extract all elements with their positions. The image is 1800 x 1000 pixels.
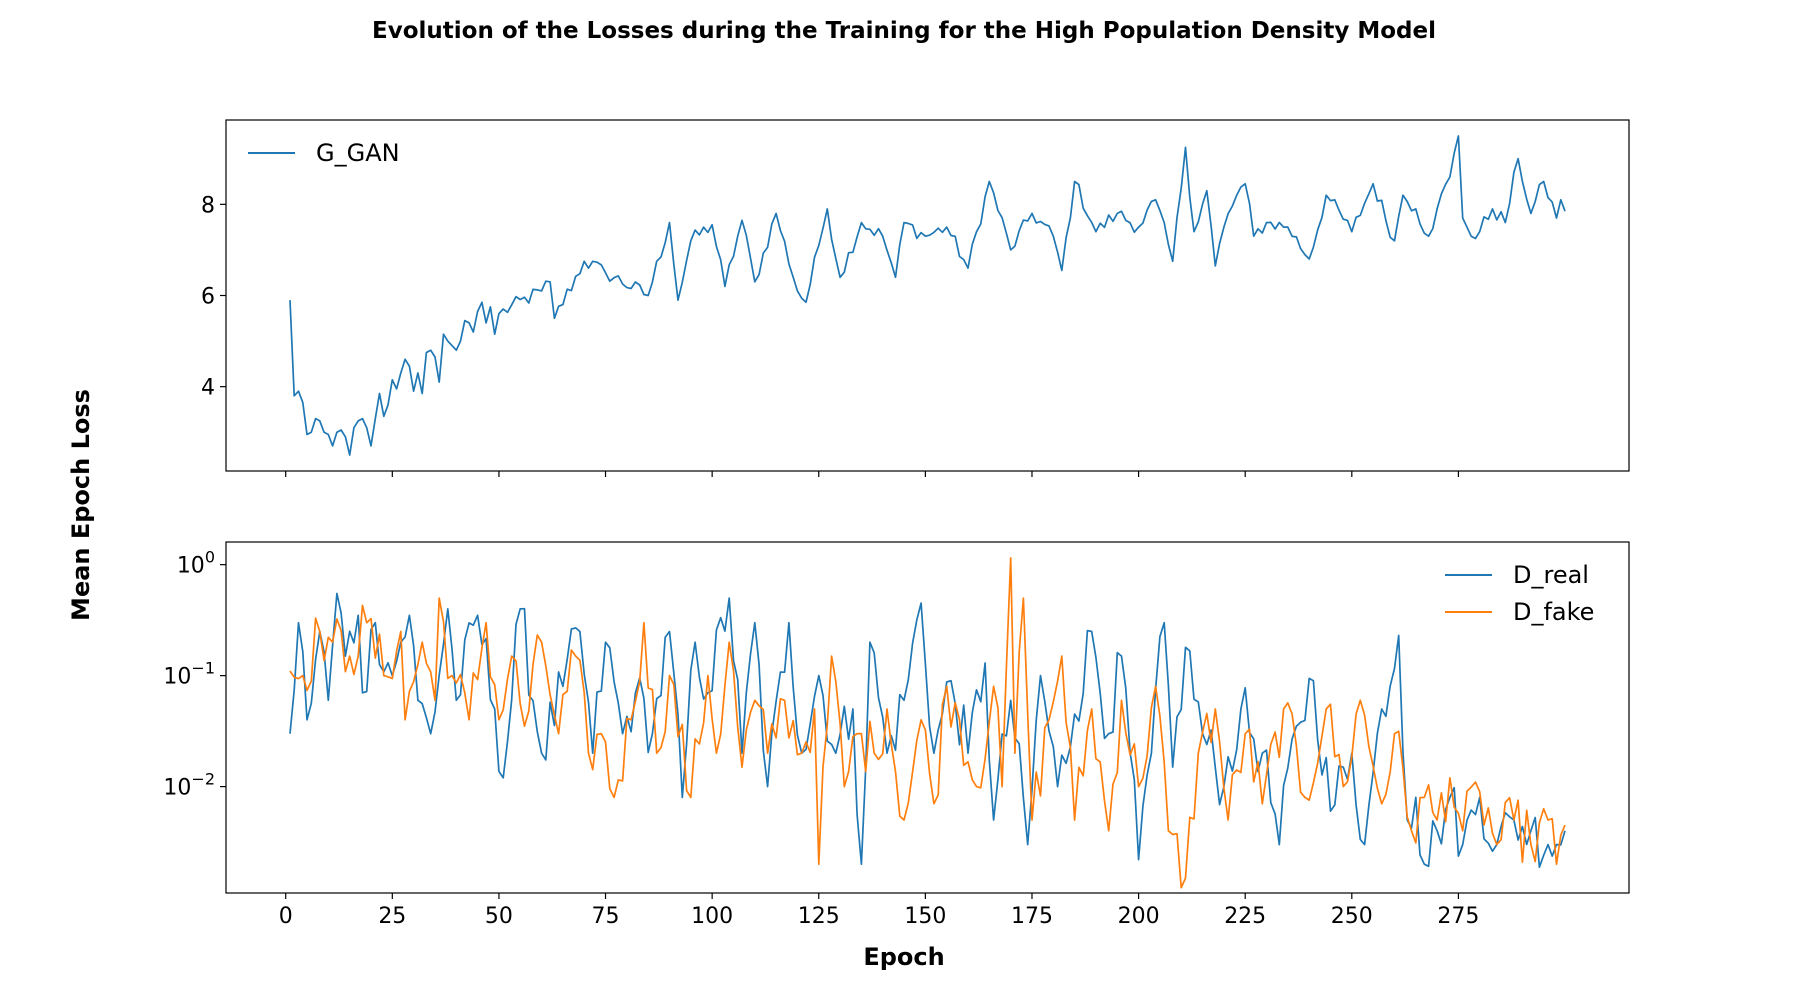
x-axis-label: Epoch: [863, 943, 944, 971]
x-tick-label: 225: [1224, 904, 1266, 929]
y-tick-label: 10−2: [163, 770, 215, 801]
x-tick-label: 100: [691, 904, 733, 929]
y-tick-label: 6: [201, 285, 215, 310]
x-tick-label: 175: [1011, 904, 1053, 929]
legend-label: D_fake: [1513, 598, 1594, 626]
figure-title: Evolution of the Losses during the Train…: [372, 18, 1436, 44]
x-tick-label: 75: [592, 904, 620, 929]
y-axis-label: Mean Epoch Loss: [67, 389, 95, 621]
discriminator-panel: 0 25 50 75 100 125 150 175 200 225 250 275 100 10−1 10…: [163, 541, 1630, 929]
plot-frame: [225, 541, 1630, 894]
y-tick-label: 4: [201, 376, 215, 401]
x-tick-label: 125: [798, 904, 840, 929]
plot-frame: [225, 119, 1630, 472]
x-tick-label: 275: [1437, 904, 1479, 929]
g-gan-panel: 4 6 8 G_GAN: [201, 119, 1630, 477]
x-tick-label: 50: [485, 904, 513, 929]
y-tick-label: 10−1: [163, 659, 215, 690]
legend-label: D_real: [1513, 561, 1589, 589]
x-tick-label: 200: [1118, 904, 1160, 929]
x-tick-label: 250: [1331, 904, 1373, 929]
series-line-d-real: [289, 592, 1566, 869]
x-tick-label: 0: [279, 904, 293, 929]
y-tick-label: 100: [177, 548, 215, 579]
y-tick-label: 8: [201, 193, 215, 218]
series-line-g-gan: [289, 135, 1566, 456]
x-tick-label: 25: [378, 904, 406, 929]
x-tick-label: 150: [904, 904, 946, 929]
series-line-d-fake: [289, 557, 1566, 889]
legend-label: G_GAN: [316, 139, 400, 167]
